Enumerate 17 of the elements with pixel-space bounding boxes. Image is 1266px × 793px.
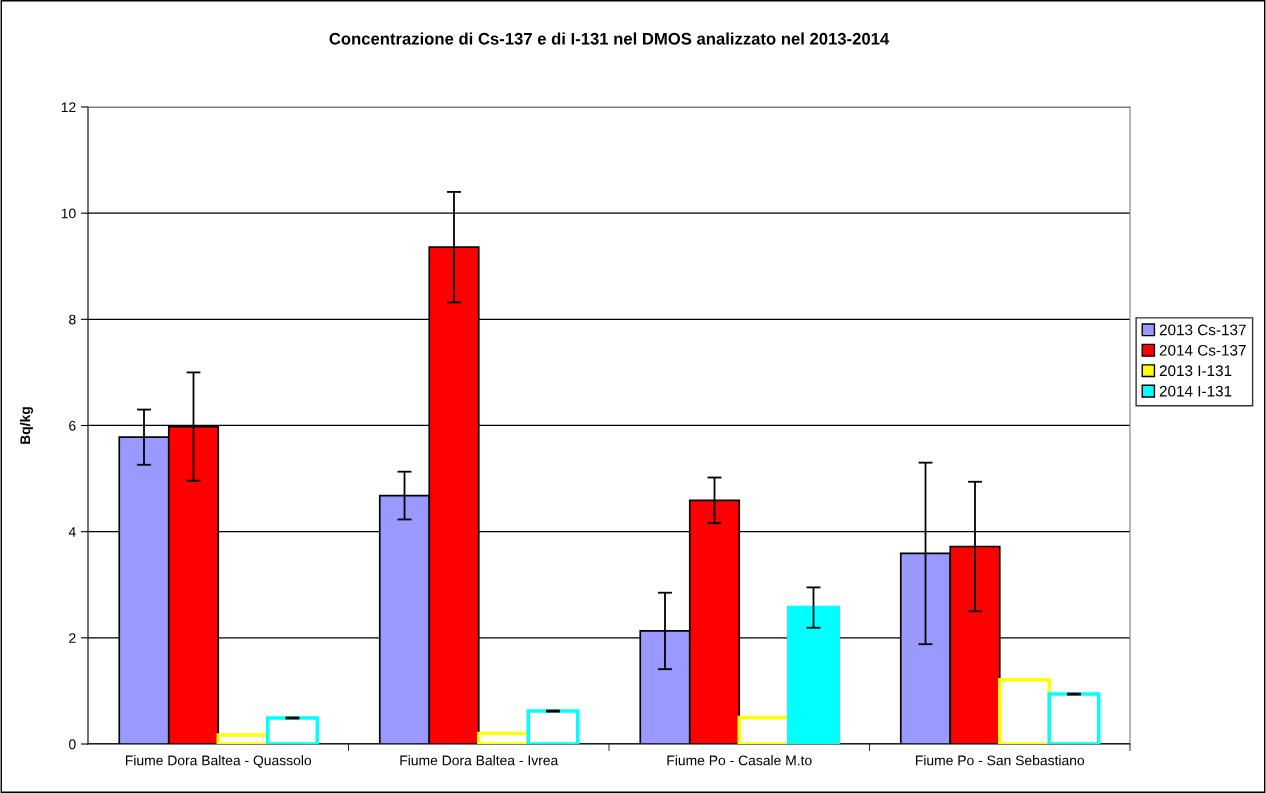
y-axis-title: Bq/kg <box>19 407 33 444</box>
x-tick-label: Fiume Dora Baltea - Ivrea <box>400 755 559 766</box>
legend-label: 2013 I-131 <box>1159 365 1232 377</box>
legend-label: 2014 I-131 <box>1159 385 1232 397</box>
y-tick-label: 6 <box>69 420 76 431</box>
y-tick-label: 8 <box>69 314 76 325</box>
x-tick-label: Fiume Po - Casale M.to <box>667 755 812 766</box>
y-tick-label: 10 <box>61 208 76 219</box>
y-tick-label: 12 <box>61 102 76 113</box>
y-tick-label: 4 <box>68 527 76 537</box>
legend-label: 2014 Cs-137 <box>1159 344 1246 356</box>
y-tick-label: 0 <box>69 739 76 750</box>
x-tick-label: Fiume Po - San Sebastiano <box>915 755 1085 766</box>
x-tick-label: Fiume Dora Baltea - Quassolo <box>125 755 312 768</box>
legend-label: 2013 Cs-137 <box>1159 324 1246 336</box>
chart-title: Concentrazione di Cs-137 e di I-131 nel DMOS analizzato nel 2013-2014 <box>329 32 890 45</box>
y-tick-label: 2 <box>69 633 76 643</box>
